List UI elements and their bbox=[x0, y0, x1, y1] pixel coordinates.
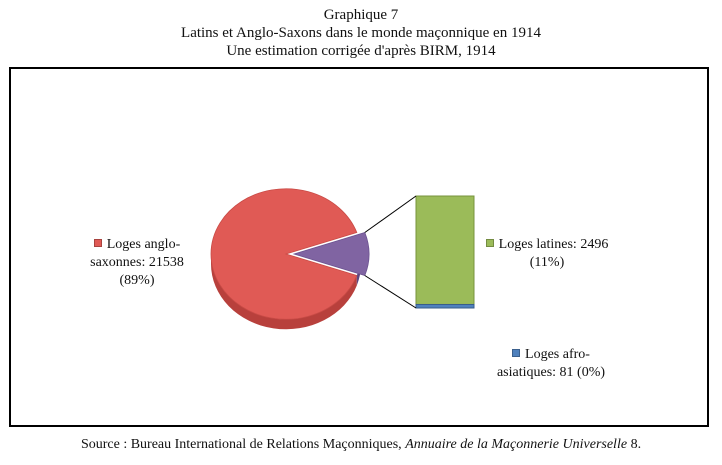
pie-of-bar-chart bbox=[210, 188, 475, 330]
chart-title: Graphique 7 bbox=[323, 7, 399, 23]
label-anglo-saxons-line3: (89%) bbox=[119, 273, 155, 288]
label-latins: Loges latines: 2496 (11%) bbox=[477, 236, 617, 272]
chart-frame: Loges anglo- saxonnes: 21538 (89%) Loges… bbox=[9, 67, 709, 427]
chart-subtitle: Latins et Anglo-Saxons dans le monde maç… bbox=[181, 25, 541, 41]
legend-swatch-afro-asiatics bbox=[512, 349, 521, 357]
label-anglo-saxons-line2: saxonnes: 21538 bbox=[90, 255, 184, 270]
pie-slice-anglo-saxons bbox=[210, 188, 358, 320]
source-suffix: 8. bbox=[627, 437, 642, 452]
label-afro-asiatics-line2: asiatiques: 81 (0%) bbox=[496, 365, 606, 380]
label-latins-line2: (11%) bbox=[529, 255, 565, 270]
legend-swatch-anglo-saxons bbox=[93, 239, 102, 247]
label-latins-line1: Loges latines: 2496 bbox=[498, 237, 609, 252]
label-afro-asiatics: Loges afro- asiatiques: 81 (0%) bbox=[481, 346, 621, 382]
bar-segment-afro-asiatics bbox=[415, 303, 475, 309]
source-note: Source : Bureau International de Relatio… bbox=[0, 436, 722, 454]
chart-subtitle-2: Une estimation corrigée d'après BIRM, 19… bbox=[226, 43, 496, 59]
chart-titles: Graphique 7 Latins et Anglo-Saxons dans … bbox=[0, 6, 722, 60]
label-anglo-saxons-line1: Loges anglo- bbox=[106, 237, 181, 252]
label-afro-asiatics-line1: Loges afro- bbox=[525, 347, 590, 362]
source-italic-title: Annuaire de la Maçonnerie Universelle bbox=[405, 437, 628, 452]
pie-slice-other bbox=[292, 232, 370, 276]
label-anglo-saxons: Loges anglo- saxonnes: 21538 (89%) bbox=[77, 236, 197, 290]
source-prefix: Source : Bureau International de Relatio… bbox=[80, 437, 406, 452]
pie-slice-anglo-saxons-side bbox=[211, 254, 357, 330]
connector-line-bottom bbox=[364, 275, 417, 309]
connector-line-top bbox=[364, 195, 417, 233]
legend-swatch-latins bbox=[485, 239, 494, 247]
bar-segment-latins bbox=[415, 195, 475, 305]
